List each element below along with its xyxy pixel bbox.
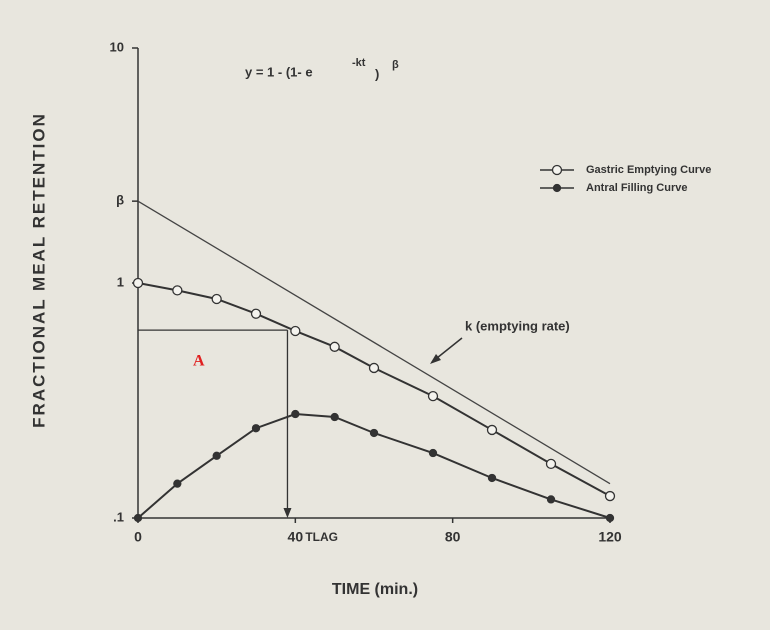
data-point: [251, 424, 261, 433]
x-tick-label: 40: [288, 529, 304, 545]
tlag-arrowhead: [283, 508, 292, 518]
data-point: [604, 490, 616, 502]
data-point: [545, 458, 557, 469]
data-point: [173, 479, 182, 488]
y-tick-label: β: [116, 193, 124, 208]
data-point: [172, 285, 183, 296]
data-point: [605, 513, 615, 523]
x-tick-label: 120: [598, 529, 622, 545]
data-point: [132, 277, 144, 289]
data-point: [290, 325, 301, 337]
data-point: [427, 390, 439, 402]
data-point: [212, 451, 221, 460]
annotation-k: k (emptying rate): [465, 318, 570, 333]
fit-line: [137, 200, 611, 485]
annotation-a: A: [193, 353, 205, 370]
data-point: [329, 341, 340, 352]
data-point: [428, 448, 438, 458]
tlag-label: TLAG: [305, 530, 338, 544]
data-point: [330, 412, 339, 422]
y-tick-label: 1: [117, 274, 124, 289]
data-point: [133, 513, 143, 523]
data-point: [368, 362, 380, 374]
data-point: [291, 409, 300, 419]
x-tick-label: 80: [445, 529, 461, 545]
x-axis-label: TIME (min.): [332, 581, 418, 598]
legend-label: Antral Filling Curve: [586, 182, 687, 194]
y-axis-label: FRACTIONAL MEAL RETENTION: [29, 112, 48, 428]
legend-marker: [551, 164, 563, 176]
data-point: [486, 424, 498, 436]
data-point: [211, 293, 222, 305]
equation-power: β: [392, 59, 399, 71]
equation-base: y = 1 - (1- e: [245, 64, 313, 79]
y-tick-label: .1: [113, 509, 124, 524]
legend-label: Gastric Emptying Curve: [586, 164, 711, 176]
data-point: [546, 495, 556, 504]
legend-marker: [552, 183, 562, 193]
annotation-arrowhead: [430, 354, 441, 364]
y-tick-label: 10: [110, 39, 124, 54]
equation-exponent: -kt: [352, 57, 366, 69]
data-point: [487, 473, 497, 483]
data-point: [250, 308, 262, 319]
equation-close: ): [375, 66, 379, 81]
data-point: [369, 428, 379, 438]
x-tick-label: 0: [134, 529, 142, 545]
